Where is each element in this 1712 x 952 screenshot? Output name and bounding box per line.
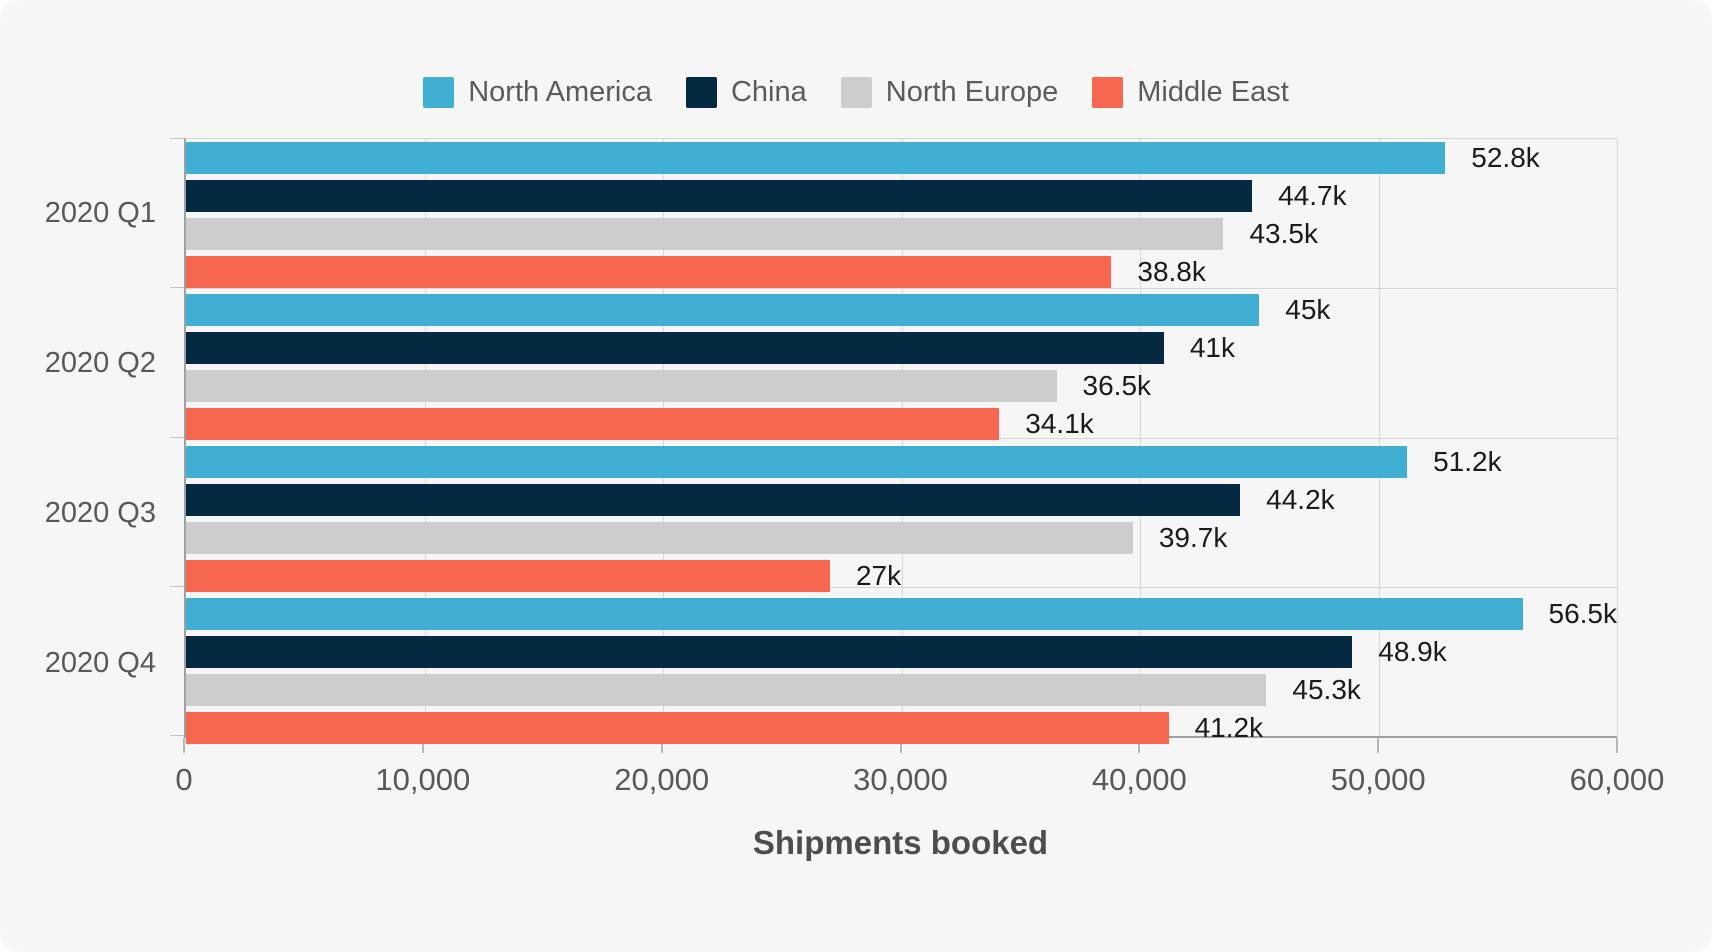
x-axis-tick-label: 60,000	[1569, 762, 1665, 797]
bar-value-label: 45k	[1285, 294, 1331, 325]
bar-value-label: 51.2k	[1433, 446, 1502, 477]
legend-item[interactable]: Middle East	[1092, 76, 1289, 109]
x-axis-title: Shipments booked	[752, 824, 1049, 861]
bar-group: 56.5k 48.9k 45.3k 41.2k	[186, 595, 1617, 747]
x-axis-tick-label: 30,000	[853, 762, 948, 797]
legend-swatch-icon	[840, 76, 872, 108]
gridline	[1617, 139, 1618, 736]
bar-row: 48.9k	[186, 636, 1617, 668]
legend-label: North America	[468, 75, 652, 108]
bar-row: 36.5k	[186, 370, 1617, 402]
bar-value-label: 41.2k	[1194, 712, 1264, 743]
legend-item[interactable]: North America	[423, 76, 652, 109]
bar[interactable]	[186, 408, 1000, 440]
bar[interactable]	[186, 370, 1057, 402]
bar-row: 45k	[186, 294, 1617, 326]
plot-area: 52.8k 44.7k 43.5k 38.8k 45k 41k 36.5k 34.1k 51.2…	[170, 138, 1618, 744]
y-axis-label: 2020 Q4	[44, 646, 156, 679]
legend-label: North Europe	[885, 75, 1059, 108]
y-axis-label: 2020 Q2	[44, 346, 156, 379]
x-axis-tick-label: 20,000	[614, 762, 710, 797]
x-axis-tick-label: 0	[175, 762, 193, 797]
bar[interactable]	[186, 446, 1408, 478]
bar-group: 45k 41k 36.5k 34.1k	[186, 291, 1617, 443]
bar-row: 38.8k	[186, 256, 1617, 288]
group-separator-line	[186, 586, 1617, 588]
legend-item[interactable]: China	[685, 75, 807, 109]
group-separator-line	[186, 288, 1617, 290]
bar[interactable]	[186, 484, 1241, 516]
x-axis: 0 10,000 20,000 30,000 40,000 50,000 60,000	[175, 738, 1664, 812]
bar-row: 44.2k	[186, 484, 1617, 516]
legend-swatch-icon	[1092, 76, 1124, 108]
bar[interactable]	[186, 674, 1267, 706]
bar-value-label: 41k	[1189, 332, 1235, 363]
bar-value-label: 34.1k	[1025, 408, 1094, 439]
y-axis-labels: 2020 Q1 2020 Q2 2020 Q3 2020 Q4	[0, 138, 184, 738]
bar-value-label: 38.8k	[1137, 256, 1206, 287]
bar[interactable]	[186, 560, 830, 592]
bar[interactable]	[186, 332, 1164, 364]
bar-group: 52.8k 44.7k 43.5k 38.8k	[186, 139, 1617, 291]
y-axis-tick-mark	[170, 735, 184, 736]
y-axis-tick-mark	[170, 287, 184, 289]
x-axis-tick-mark	[183, 738, 185, 753]
bar[interactable]	[186, 294, 1260, 326]
bar-row: 34.1k	[186, 408, 1617, 440]
y-axis-label: 2020 Q3	[44, 496, 156, 529]
bar-row: 56.5k	[186, 598, 1617, 630]
bar-value-label: 27k	[855, 560, 902, 591]
bar-row: 41.2k	[186, 712, 1617, 744]
bar-row: 52.8k	[186, 142, 1617, 174]
bar-value-label: 44.7k	[1278, 180, 1347, 211]
legend-label: China	[730, 75, 807, 108]
bar-row: 43.5k	[186, 218, 1617, 250]
bar[interactable]	[186, 712, 1169, 744]
y-axis-tick-mark	[170, 436, 184, 438]
bar-row: 39.7k	[186, 522, 1617, 554]
legend-label: Middle East	[1137, 75, 1289, 108]
bar-chart: 2020 Q1 2020 Q2 2020 Q3 2020 Q4 52.8k 44.7k 4…	[0, 138, 1664, 862]
x-axis-tick-mark	[421, 738, 424, 753]
bar-group: 51.2k 44.2k 39.7k 27k	[186, 443, 1617, 595]
bar[interactable]	[186, 598, 1523, 630]
bar-row: 41k	[186, 332, 1617, 364]
bar[interactable]	[186, 180, 1253, 212]
bar-value-label: 43.5k	[1249, 218, 1318, 249]
x-axis-tick-label: 40,000	[1091, 762, 1187, 797]
bar-value-label: 36.5k	[1082, 370, 1152, 401]
bar-value-label: 48.9k	[1378, 636, 1447, 667]
x-axis-tick-mark	[660, 738, 663, 753]
y-axis-tick-mark	[170, 138, 184, 139]
x-axis-tick-mark	[1377, 738, 1380, 753]
bar[interactable]	[186, 218, 1224, 250]
x-axis-tick-mark	[899, 738, 902, 753]
y-axis-label: 2020 Q1	[44, 196, 156, 229]
bar-row: 45.3k	[186, 674, 1617, 706]
bar[interactable]	[186, 142, 1446, 174]
bar-value-label: 44.2k	[1266, 484, 1335, 515]
bar[interactable]	[186, 256, 1112, 288]
y-axis-tick-mark	[170, 585, 184, 587]
legend-swatch-icon	[423, 76, 455, 108]
bar-row: 44.7k	[186, 180, 1617, 212]
bar-value-label: 56.5k	[1548, 598, 1618, 629]
x-axis-tick-label: 10,000	[375, 762, 471, 797]
x-axis-tick-mark	[1138, 738, 1141, 753]
bar[interactable]	[186, 636, 1353, 668]
bar-value-label: 52.8k	[1471, 142, 1540, 173]
x-axis-tick-mark	[1616, 738, 1618, 753]
bar[interactable]	[186, 522, 1133, 554]
bar-value-label: 39.7k	[1158, 522, 1228, 553]
legend: North America China North Europe Middle Eas…	[0, 0, 1712, 110]
x-axis-tick-label: 50,000	[1330, 762, 1426, 797]
legend-swatch-icon	[685, 76, 717, 108]
bar-groups: 52.8k 44.7k 43.5k 38.8k 45k 41k 36.5k 34.1k 51.2…	[186, 139, 1617, 744]
bar-value-label: 45.3k	[1292, 674, 1361, 705]
bar-row: 51.2k	[186, 446, 1617, 478]
bar-row: 27k	[186, 560, 1617, 592]
legend-item[interactable]: North Europe	[840, 75, 1059, 109]
